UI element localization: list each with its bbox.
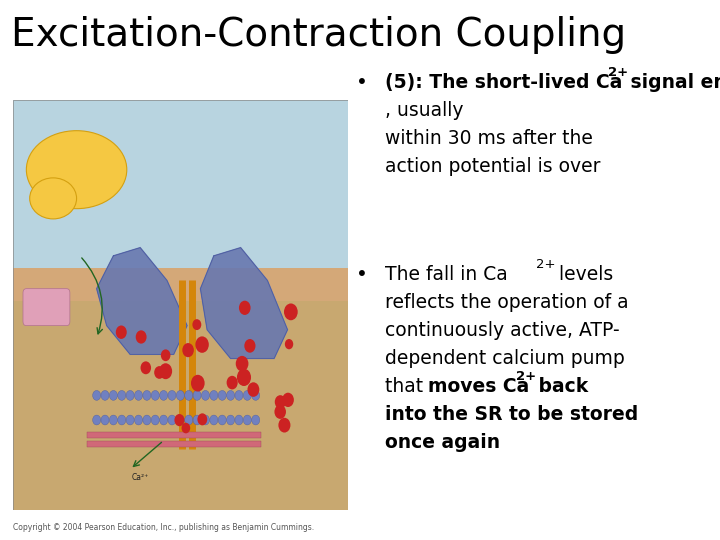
Circle shape — [109, 390, 117, 400]
Circle shape — [140, 361, 151, 374]
FancyBboxPatch shape — [13, 268, 348, 301]
Circle shape — [274, 405, 286, 419]
Circle shape — [151, 390, 159, 400]
Circle shape — [126, 415, 134, 425]
Circle shape — [275, 395, 286, 409]
Circle shape — [197, 413, 207, 426]
Circle shape — [168, 415, 176, 425]
Circle shape — [93, 415, 101, 425]
Circle shape — [248, 382, 259, 397]
Circle shape — [118, 390, 126, 400]
Circle shape — [192, 319, 202, 330]
Text: •: • — [356, 265, 368, 284]
Circle shape — [218, 415, 226, 425]
Text: continuously active, ATP-: continuously active, ATP- — [385, 321, 620, 340]
Circle shape — [154, 366, 165, 379]
Text: 2+: 2+ — [516, 370, 536, 383]
Text: moves Ca: moves Ca — [428, 377, 530, 396]
Circle shape — [135, 390, 143, 400]
Text: Ca²⁺: Ca²⁺ — [132, 474, 149, 482]
Circle shape — [210, 390, 218, 400]
Text: Copyright © 2004 Pearson Education, Inc., publishing as Benjamin Cummings.: Copyright © 2004 Pearson Education, Inc.… — [13, 523, 314, 532]
FancyBboxPatch shape — [23, 289, 70, 326]
Text: , usually: , usually — [385, 101, 464, 120]
Polygon shape — [96, 248, 187, 354]
Circle shape — [143, 390, 151, 400]
FancyBboxPatch shape — [13, 100, 348, 280]
Circle shape — [284, 303, 297, 320]
Text: back: back — [532, 377, 588, 396]
Circle shape — [252, 415, 260, 425]
Circle shape — [244, 339, 256, 353]
Circle shape — [218, 390, 226, 400]
Text: into the SR to be stored: into the SR to be stored — [385, 405, 639, 424]
Circle shape — [227, 390, 235, 400]
Circle shape — [227, 415, 235, 425]
Circle shape — [160, 390, 168, 400]
Circle shape — [252, 390, 260, 400]
Circle shape — [161, 349, 171, 361]
Circle shape — [135, 415, 143, 425]
Circle shape — [282, 393, 294, 407]
Circle shape — [235, 356, 248, 372]
Text: that: that — [385, 377, 429, 396]
Circle shape — [235, 390, 243, 400]
FancyBboxPatch shape — [86, 441, 261, 447]
Circle shape — [185, 415, 193, 425]
Circle shape — [118, 415, 126, 425]
Text: Excitation-Contraction Coupling: Excitation-Contraction Coupling — [11, 16, 626, 54]
Circle shape — [168, 390, 176, 400]
Circle shape — [135, 330, 147, 343]
Text: action potential is over: action potential is over — [385, 157, 600, 176]
Text: The fall in Ca: The fall in Ca — [385, 265, 508, 284]
Circle shape — [285, 339, 293, 349]
Circle shape — [185, 390, 193, 400]
Circle shape — [227, 376, 238, 389]
Circle shape — [160, 415, 168, 425]
Circle shape — [202, 390, 210, 400]
Circle shape — [101, 415, 109, 425]
Circle shape — [210, 415, 218, 425]
Text: signal ends: signal ends — [624, 73, 720, 92]
Circle shape — [239, 301, 251, 315]
FancyBboxPatch shape — [13, 280, 348, 510]
Circle shape — [126, 390, 134, 400]
Text: dependent calcium pump: dependent calcium pump — [385, 349, 625, 368]
Text: once again: once again — [385, 433, 500, 452]
Circle shape — [195, 336, 209, 353]
Circle shape — [116, 326, 127, 339]
Circle shape — [101, 390, 109, 400]
Text: (5): The short-lived Ca: (5): The short-lived Ca — [385, 73, 623, 92]
Ellipse shape — [30, 178, 76, 219]
Circle shape — [243, 415, 251, 425]
Circle shape — [151, 415, 159, 425]
FancyBboxPatch shape — [86, 433, 261, 438]
Circle shape — [191, 375, 204, 392]
Circle shape — [202, 415, 210, 425]
Circle shape — [176, 415, 184, 425]
Circle shape — [159, 363, 172, 379]
Circle shape — [181, 423, 190, 433]
Circle shape — [235, 415, 243, 425]
Circle shape — [182, 343, 194, 357]
Text: •: • — [356, 73, 368, 92]
Circle shape — [93, 390, 101, 400]
Ellipse shape — [27, 131, 127, 208]
Text: 2+: 2+ — [608, 66, 629, 79]
Polygon shape — [200, 248, 287, 359]
Text: levels: levels — [553, 265, 613, 284]
Text: reflects the operation of a: reflects the operation of a — [385, 293, 629, 312]
Circle shape — [109, 415, 117, 425]
Circle shape — [193, 390, 201, 400]
Circle shape — [279, 418, 290, 433]
Circle shape — [174, 414, 184, 426]
Circle shape — [243, 390, 251, 400]
Circle shape — [237, 369, 251, 386]
Circle shape — [143, 415, 151, 425]
Circle shape — [193, 415, 201, 425]
Text: 2+: 2+ — [536, 258, 556, 271]
Circle shape — [176, 390, 184, 400]
Text: within 30 ms after the: within 30 ms after the — [385, 129, 593, 148]
